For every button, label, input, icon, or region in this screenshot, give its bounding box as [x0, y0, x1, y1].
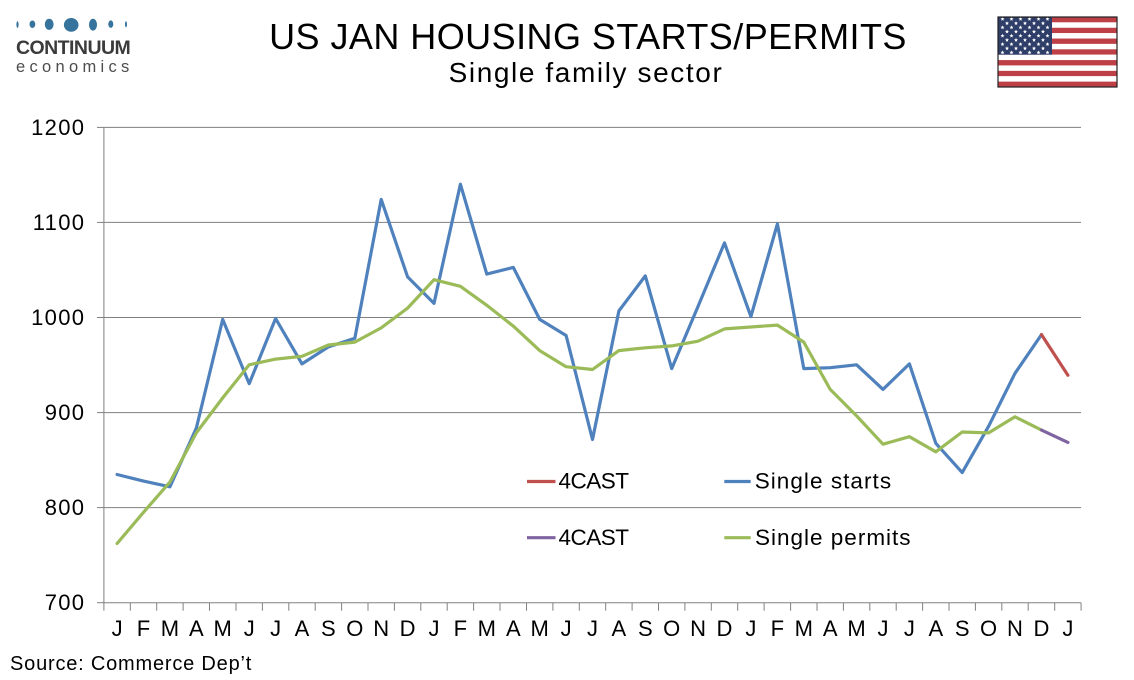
svg-text:S: S: [638, 616, 653, 641]
svg-text:J: J: [561, 616, 572, 641]
svg-text:economics: economics: [16, 58, 134, 76]
svg-text:M: M: [214, 616, 232, 641]
svg-text:D: D: [1034, 616, 1050, 641]
svg-text:M: M: [531, 616, 549, 641]
svg-text:4CAST: 4CAST: [559, 469, 630, 494]
svg-text:F: F: [137, 616, 150, 641]
svg-text:Single family sector: Single family sector: [449, 57, 724, 88]
svg-text:D: D: [400, 616, 416, 641]
svg-text:N: N: [1007, 616, 1023, 641]
svg-text:4CAST: 4CAST: [559, 525, 630, 550]
svg-text:1100: 1100: [33, 210, 86, 235]
svg-text:M: M: [161, 616, 179, 641]
svg-text:M: M: [847, 616, 865, 641]
svg-text:A: A: [612, 616, 627, 641]
svg-text:US JAN HOUSING STARTS/PERMITS: US JAN HOUSING STARTS/PERMITS: [269, 16, 907, 57]
svg-text:M: M: [795, 616, 813, 641]
svg-text:N: N: [373, 616, 389, 641]
svg-text:O: O: [980, 616, 997, 641]
svg-text:A: A: [928, 616, 943, 641]
svg-text:J: J: [244, 616, 255, 641]
svg-text:A: A: [295, 616, 310, 641]
svg-text:J: J: [745, 616, 756, 641]
svg-text:900: 900: [45, 400, 86, 425]
svg-text:J: J: [904, 616, 915, 641]
svg-text:J: J: [112, 616, 123, 641]
svg-text:A: A: [189, 616, 204, 641]
svg-text:J: J: [270, 616, 281, 641]
svg-text:A: A: [823, 616, 838, 641]
svg-text:J: J: [878, 616, 889, 641]
svg-text:800: 800: [45, 495, 86, 520]
svg-text:CONTINUUM: CONTINUUM: [16, 37, 130, 59]
svg-text:1200: 1200: [31, 115, 85, 140]
svg-text:J: J: [429, 616, 440, 641]
svg-text:J: J: [1062, 616, 1073, 641]
svg-text:N: N: [690, 616, 706, 641]
svg-text:1000: 1000: [31, 305, 85, 330]
svg-text:700: 700: [45, 590, 86, 615]
svg-text:O: O: [663, 616, 680, 641]
svg-text:A: A: [506, 616, 521, 641]
svg-text:M: M: [478, 616, 496, 641]
svg-text:F: F: [771, 616, 784, 641]
svg-text:Single permits: Single permits: [755, 525, 912, 550]
svg-text:D: D: [717, 616, 733, 641]
svg-text:Single starts: Single starts: [755, 469, 892, 494]
svg-text:S: S: [955, 616, 970, 641]
svg-text:S: S: [321, 616, 336, 641]
svg-text:F: F: [454, 616, 467, 641]
svg-text:Source: Commerce Dep’t: Source: Commerce Dep’t: [10, 653, 252, 675]
svg-text:J: J: [587, 616, 598, 641]
svg-text:O: O: [346, 616, 363, 641]
